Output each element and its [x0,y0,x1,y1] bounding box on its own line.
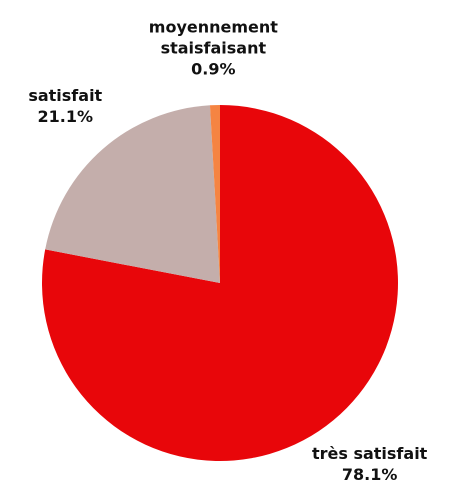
category-label: moyennement staisfaisant [148,17,278,58]
category-label: très satisfait [311,444,428,464]
value-label: 21.1% [37,107,94,127]
slice-label: très satisfait 78.1% [295,443,445,485]
pie-slice [209,105,220,283]
pie-slice [45,105,220,283]
category-label: satisfait [28,86,103,106]
slice-label: satisfait 21.1% [0,85,140,127]
value-label: 0.9% [191,59,236,79]
slice-label: moyennement staisfaisant 0.9% [138,17,288,80]
value-label: 78.1% [341,465,398,485]
